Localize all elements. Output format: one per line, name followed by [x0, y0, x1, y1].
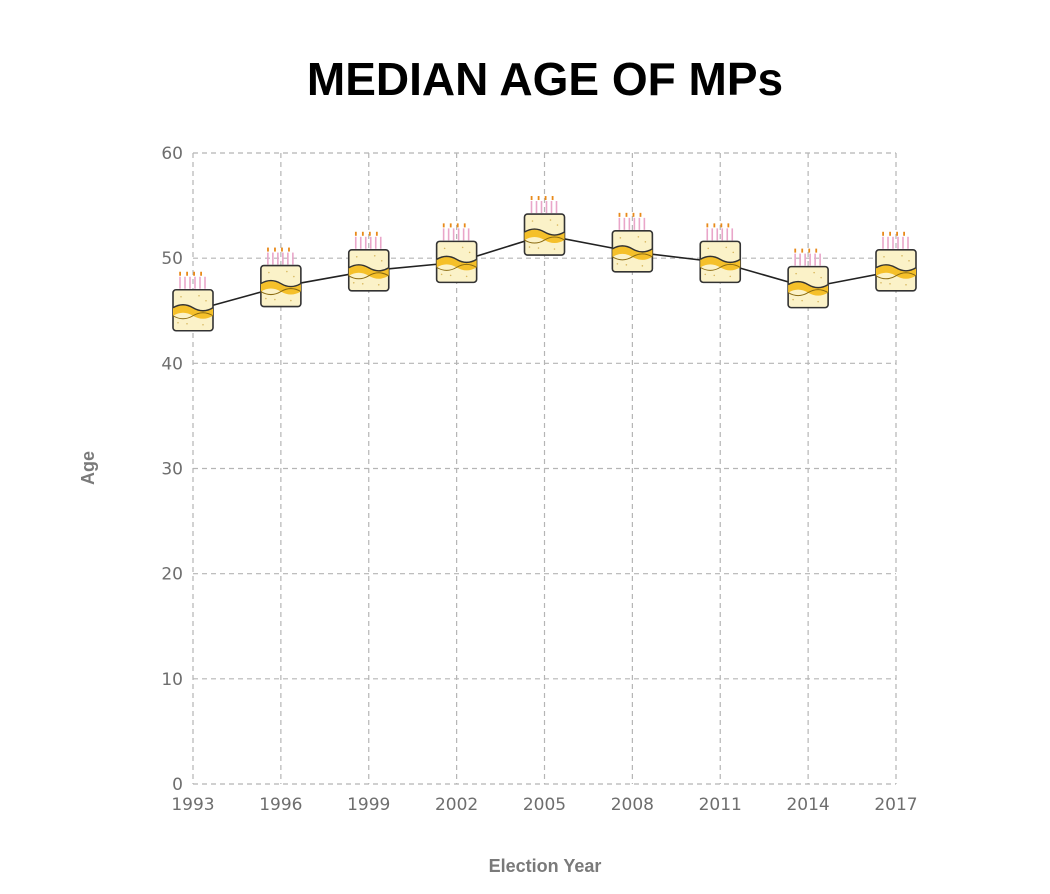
- y-tick-label: 30: [161, 460, 183, 480]
- y-tick-label: 20: [161, 565, 183, 585]
- y-tick-label: 10: [161, 670, 183, 690]
- y-tick-label: 40: [161, 354, 183, 374]
- data-point-cake-icon: [787, 248, 829, 309]
- y-axis-title: Age: [78, 451, 98, 485]
- data-point-cake-icon: [172, 271, 214, 332]
- x-tick-label: 1993: [171, 795, 214, 815]
- x-tick-label: 2014: [786, 795, 829, 815]
- x-tick-label: 1996: [259, 795, 302, 815]
- data-point-cake-icon: [611, 212, 654, 273]
- x-tick-label: 2005: [523, 795, 566, 815]
- chart-title: MEDIAN AGE OF MPs: [306, 53, 784, 105]
- x-tick-label: 2011: [699, 795, 742, 815]
- x-tick-label: 2017: [874, 795, 917, 815]
- data-point-cake-icon: [523, 196, 566, 256]
- y-tick-label: 0: [172, 775, 183, 795]
- data-point-cake-icon: [260, 247, 302, 308]
- x-tick-label: 2008: [611, 795, 654, 815]
- data-point-cake-icon: [875, 231, 917, 292]
- x-axis-title: Election Year: [489, 856, 602, 876]
- data-point-cake-icon: [699, 223, 742, 284]
- data-point-cake-icon: [435, 223, 478, 284]
- y-tick-label: 60: [161, 144, 183, 164]
- x-tick-label: 1999: [347, 795, 390, 815]
- y-tick-label: 50: [161, 249, 183, 269]
- x-tick-label: 2002: [435, 795, 478, 815]
- data-point-cake-icon: [347, 231, 390, 292]
